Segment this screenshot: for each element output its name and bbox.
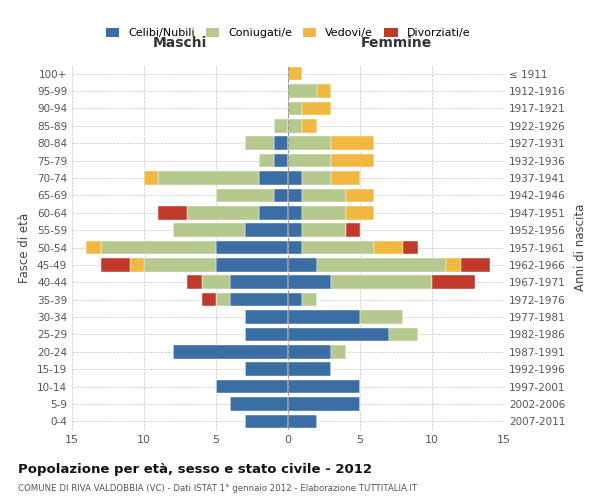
Bar — [101, 258, 130, 272]
Bar — [432, 276, 475, 289]
Bar — [259, 154, 274, 168]
Bar — [288, 136, 331, 150]
Bar — [245, 310, 288, 324]
Bar — [346, 188, 374, 202]
Bar — [173, 224, 245, 237]
Bar — [288, 84, 317, 98]
Bar — [302, 224, 346, 237]
Bar — [245, 362, 288, 376]
Bar — [374, 240, 403, 254]
Bar — [288, 102, 302, 115]
Bar — [288, 154, 331, 168]
Bar — [158, 171, 259, 185]
Bar — [216, 240, 288, 254]
Bar — [245, 136, 274, 150]
Bar — [245, 224, 288, 237]
Text: COMUNE DI RIVA VALDOBBIA (VC) - Dati ISTAT 1° gennaio 2012 - Elaborazione TUTTIT: COMUNE DI RIVA VALDOBBIA (VC) - Dati IST… — [18, 484, 417, 493]
Bar — [288, 293, 302, 306]
Bar — [101, 240, 216, 254]
Bar — [446, 258, 461, 272]
Bar — [144, 171, 158, 185]
Bar — [288, 206, 302, 220]
Bar — [331, 171, 360, 185]
Y-axis label: Anni di nascita: Anni di nascita — [574, 204, 587, 291]
Bar — [461, 258, 490, 272]
Bar — [130, 258, 144, 272]
Bar — [288, 276, 331, 289]
Y-axis label: Fasce di età: Fasce di età — [19, 212, 31, 282]
Bar — [360, 310, 403, 324]
Bar — [331, 345, 346, 358]
Bar — [302, 119, 317, 132]
Bar — [230, 276, 288, 289]
Bar — [346, 224, 360, 237]
Bar — [288, 171, 302, 185]
Text: Popolazione per età, sesso e stato civile - 2012: Popolazione per età, sesso e stato civil… — [18, 462, 372, 475]
Bar — [173, 345, 288, 358]
Bar — [288, 380, 360, 394]
Bar — [288, 188, 302, 202]
Bar — [230, 397, 288, 410]
Text: Maschi: Maschi — [153, 36, 207, 51]
Bar — [317, 84, 331, 98]
Bar — [158, 206, 187, 220]
Bar — [288, 224, 302, 237]
Bar — [288, 362, 331, 376]
Text: Femmine: Femmine — [361, 36, 431, 51]
Bar — [259, 206, 288, 220]
Legend: Celibi/Nubili, Coniugati/e, Vedovi/e, Divorziati/e: Celibi/Nubili, Coniugati/e, Vedovi/e, Di… — [101, 23, 475, 42]
Bar — [216, 380, 288, 394]
Bar — [274, 188, 288, 202]
Bar — [288, 414, 317, 428]
Bar — [288, 328, 389, 341]
Bar — [288, 345, 331, 358]
Bar — [302, 102, 331, 115]
Bar — [216, 188, 274, 202]
Bar — [288, 258, 317, 272]
Bar — [302, 171, 331, 185]
Bar — [302, 240, 374, 254]
Bar — [288, 397, 360, 410]
Bar — [302, 206, 346, 220]
Bar — [288, 67, 302, 80]
Bar — [288, 310, 360, 324]
Bar — [331, 136, 374, 150]
Bar — [202, 276, 230, 289]
Bar — [288, 240, 302, 254]
Bar — [187, 206, 259, 220]
Bar — [389, 328, 418, 341]
Bar — [274, 136, 288, 150]
Bar — [274, 119, 288, 132]
Bar — [86, 240, 101, 254]
Bar — [317, 258, 446, 272]
Bar — [302, 188, 346, 202]
Bar — [288, 119, 302, 132]
Bar — [259, 171, 288, 185]
Bar — [403, 240, 418, 254]
Bar — [245, 328, 288, 341]
Bar — [331, 154, 374, 168]
Bar — [216, 258, 288, 272]
Bar — [274, 154, 288, 168]
Bar — [202, 293, 216, 306]
Bar — [216, 293, 230, 306]
Bar — [144, 258, 216, 272]
Bar — [331, 276, 432, 289]
Bar — [346, 206, 374, 220]
Bar — [245, 414, 288, 428]
Bar — [230, 293, 288, 306]
Bar — [302, 293, 317, 306]
Bar — [187, 276, 202, 289]
